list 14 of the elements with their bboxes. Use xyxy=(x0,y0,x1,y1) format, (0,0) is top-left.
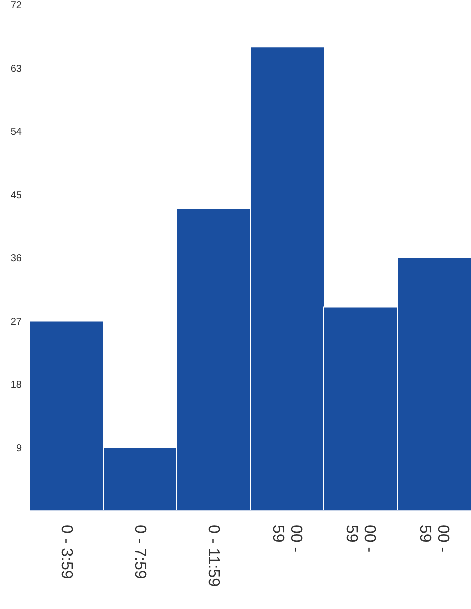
x-tick-label: 00 - 59 xyxy=(342,525,378,553)
y-tick-label: 27 xyxy=(10,316,22,328)
x-tick-label: 0 - 11:59 xyxy=(204,525,222,588)
y-tick-label: 54 xyxy=(10,127,22,138)
y-tick-label: 9 xyxy=(16,443,22,454)
x-tick-label: 00 - 59 xyxy=(269,525,304,553)
y-tick-label: 45 xyxy=(10,190,22,202)
y-tick-label: 18 xyxy=(10,380,22,392)
x-tick-label: 0 - 3:59 xyxy=(58,525,75,580)
x-tick-label: 0 - 7:59 xyxy=(131,525,148,580)
y-tick-label: 63 xyxy=(10,64,22,75)
x-tick-label: 00 - 59 xyxy=(416,525,452,553)
y-tick-label: 72 xyxy=(10,0,22,12)
y-tick-label: 36 xyxy=(10,254,22,265)
